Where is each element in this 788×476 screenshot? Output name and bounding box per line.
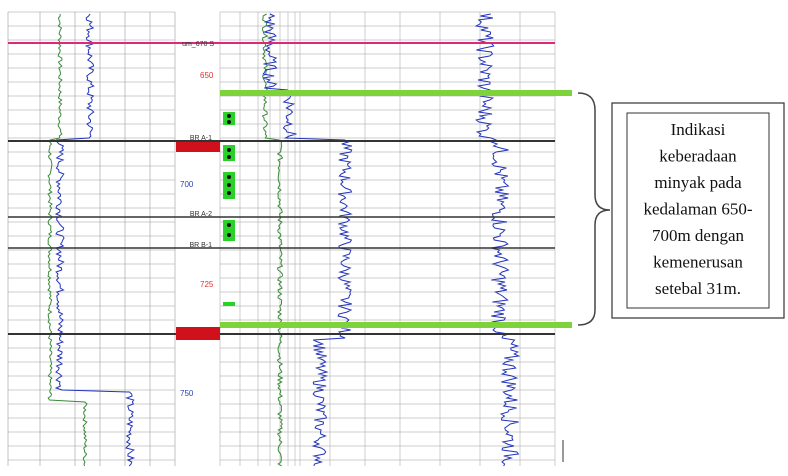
zone-block [176, 142, 220, 152]
marker-label: BR A-2 [190, 211, 212, 218]
callout-text: Indikasi keberadaan minyak pada kedalaman 6… [643, 120, 752, 298]
log-curves [47, 13, 521, 467]
zone-block [176, 327, 220, 340]
marker-label: BR A-1 [190, 135, 212, 142]
callout-line: keberadaan [659, 147, 737, 166]
oil-indicators [223, 112, 235, 306]
callout-inner [626, 112, 770, 309]
log-curve [261, 13, 284, 467]
brace [577, 92, 611, 326]
callout-line: kemenerusan [653, 253, 743, 272]
callout-line: setebal 31m. [655, 279, 741, 298]
callout-line: minyak pada [654, 173, 742, 192]
log-curve [54, 13, 136, 467]
callout-line: kedalaman 650- [643, 200, 752, 219]
log-curve [47, 13, 88, 467]
depth-label: 650 [200, 71, 214, 80]
depth-label: 725 [200, 280, 214, 289]
depth-label: 750 [180, 389, 194, 398]
callout-line: Indikasi [671, 120, 726, 139]
log-curve [262, 13, 353, 467]
depth-label: 700 [180, 180, 194, 189]
marker-label: BR B-1 [189, 242, 212, 249]
log-curve [474, 13, 521, 467]
marker-label: um_670 S [182, 41, 214, 48]
callout-line: 700m dengan [652, 226, 745, 245]
